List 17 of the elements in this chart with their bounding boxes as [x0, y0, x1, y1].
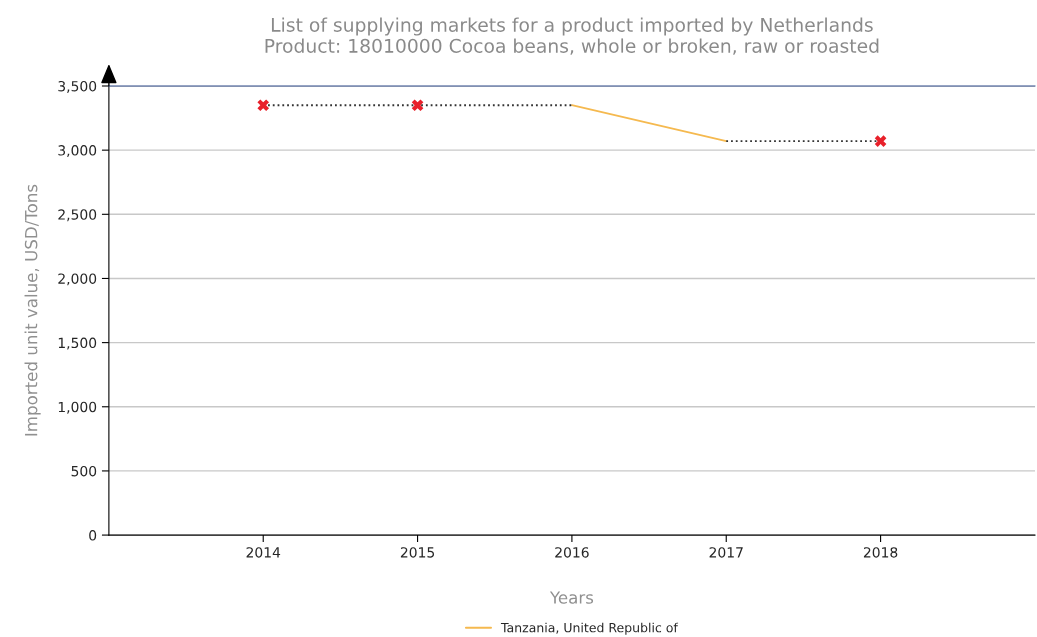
legend-label: Tanzania, United Republic of	[500, 622, 679, 635]
y-tick-label: 3,500	[58, 80, 97, 93]
y-tick-label: 3,000	[58, 145, 97, 158]
y-tick-label: 1,000	[58, 401, 97, 414]
x-tick-label: 2014	[246, 547, 281, 558]
x-tick-label: 2017	[709, 547, 743, 558]
y-tick-label: 1,500	[58, 337, 97, 350]
y-tick-label: 2,000	[58, 273, 97, 286]
y-tick-label: 2,500	[58, 209, 97, 222]
y-tick-label: 500	[71, 465, 97, 477]
x-tick-label: 2016	[555, 547, 589, 558]
x-axis-title: Years	[549, 591, 594, 604]
chart-title: List of supplying markets for a product imported by Netherlands Product: 18010000 Cocoa beans, whole or broken, raw or roasted	[265, 17, 879, 55]
y-axis-title: Imported unit value, USD/Tons	[24, 184, 41, 436]
x-tick-label: 2018	[863, 547, 898, 558]
y-tick-label: 0	[89, 530, 97, 541]
x-tick-label: 2015	[400, 547, 435, 558]
